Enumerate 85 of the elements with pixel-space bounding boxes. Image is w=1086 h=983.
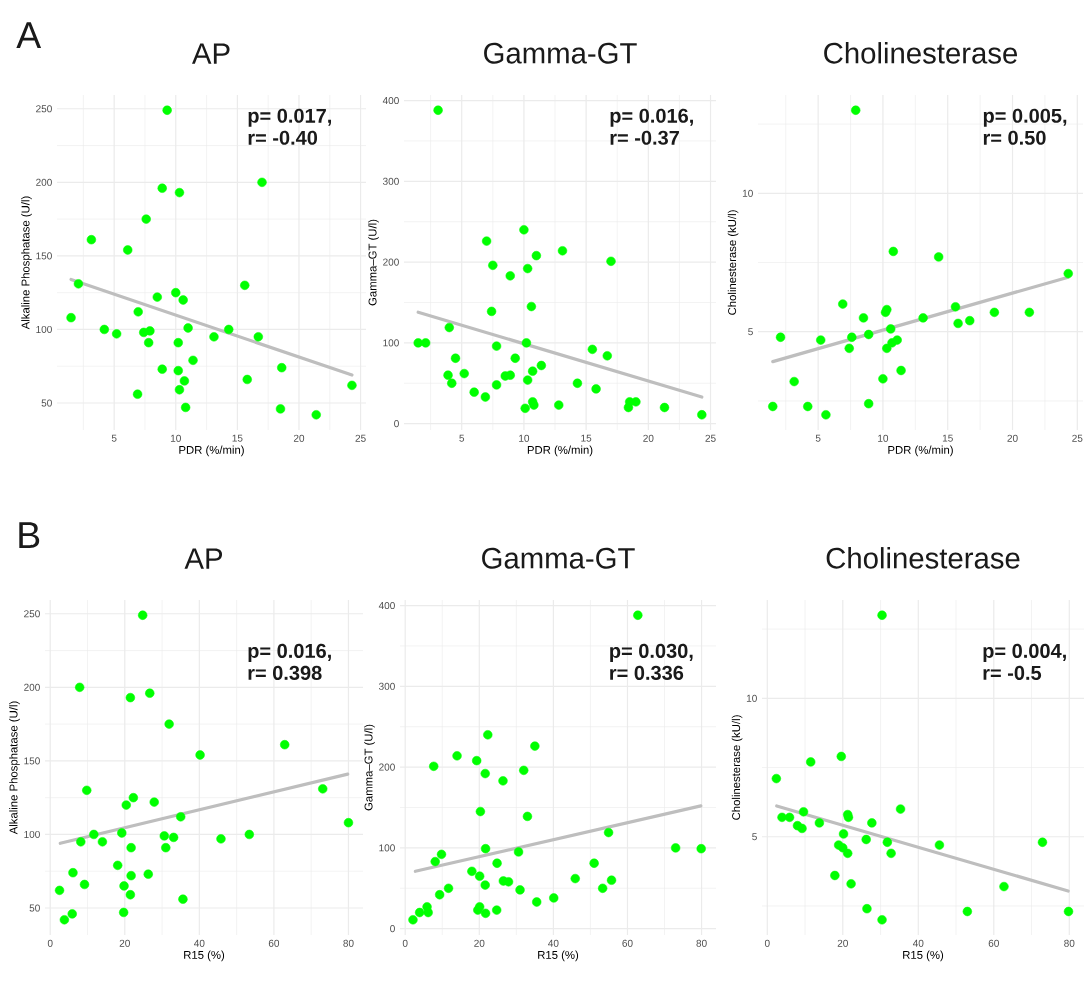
y-tick-label: 100: [379, 844, 395, 852]
y-tick-label: 200: [24, 683, 40, 691]
chart-title: AP: [192, 43, 230, 64]
y-tick-label: 200: [383, 258, 399, 266]
x-axis-title: R15 (%): [184, 950, 225, 962]
x-tick-label: 10: [170, 434, 181, 442]
x-tick-label: 5: [111, 434, 117, 442]
x-tick-label: 20: [119, 939, 130, 947]
annotation: r= -0.37: [610, 130, 679, 145]
x-tick-label: 20: [293, 434, 305, 442]
y-axis-title: Alkaline Phosphatase (U/l): [9, 701, 20, 835]
annotation: r= 0.398: [248, 665, 322, 681]
chart-title: Cholinesterase: [826, 547, 1020, 569]
chart-title: AP: [184, 548, 223, 569]
x-axis-title: PDR (%/min): [179, 445, 244, 457]
y-tick-label: 300: [378, 682, 395, 690]
x-tick-label: 5: [459, 434, 465, 442]
x-tick-label: 15: [232, 434, 243, 442]
x-tick-label: 60: [268, 939, 280, 947]
y-tick-label: 50: [29, 904, 40, 912]
y-tick-label: 400: [378, 602, 395, 610]
x-tick-label: 40: [194, 939, 205, 947]
x-tick-label: 25: [355, 434, 366, 442]
text: B: [19, 522, 40, 548]
x-tick-label: 20: [643, 434, 654, 442]
y-axis-title: Gamma–GT (U/l): [368, 219, 379, 306]
y-axis-title: Cholinesterase (kU/l): [731, 715, 743, 820]
y-tick-label: 5: [752, 833, 757, 841]
x-tick-label: 0: [402, 939, 408, 947]
x-tick-label: 25: [1072, 434, 1083, 442]
x-tick-label: 20: [837, 939, 848, 947]
x-tick-label: 80: [1064, 939, 1075, 947]
x-tick-label: 40: [548, 939, 559, 947]
y-tick-label: 10: [742, 189, 753, 197]
y-tick-label: 200: [36, 178, 52, 186]
y-tick-label: 150: [24, 757, 40, 765]
x-tick-label: 15: [942, 434, 953, 442]
x-tick-label: 20: [1007, 434, 1018, 442]
annotation: r= -0.40: [248, 130, 318, 145]
x-tick-label: 60: [988, 939, 999, 947]
y-axis-title: Cholinesterase (kU/l): [727, 210, 739, 315]
text: A: [16, 22, 42, 48]
annotation: r= 0.336: [610, 665, 684, 681]
y-tick-label: 5: [748, 328, 753, 336]
x-tick-label: 10: [519, 434, 530, 442]
y-tick-label: 100: [383, 339, 399, 347]
y-tick-label: 250: [24, 610, 40, 618]
x-axis-title: PDR (%/min): [527, 445, 593, 457]
y-tick-label: 200: [379, 763, 395, 771]
x-axis-title: PDR (%/min): [888, 445, 953, 457]
y-tick-label: 400: [382, 97, 399, 105]
chart-title: Gamma-GT: [484, 42, 637, 64]
annotation: r= -0.5: [983, 665, 1042, 680]
y-tick-label: 0: [390, 925, 395, 933]
annotation: p= 0.004,: [983, 643, 1066, 662]
y-tick-label: 150: [36, 252, 52, 260]
y-tick-label: 50: [41, 399, 52, 407]
x-axis-title: R15 (%): [538, 950, 579, 962]
y-axis-title: Alkaline Phosphatase (U/l): [21, 196, 32, 330]
x-tick-label: 20: [474, 939, 485, 947]
annotation: p= 0.017,: [248, 108, 332, 127]
annotation: p= 0.030,: [610, 643, 693, 662]
annotation: p= 0.016,: [610, 108, 693, 127]
y-axis-title: Gamma–GT (U/l): [364, 724, 375, 811]
chart-title: Gamma-GT: [482, 547, 635, 569]
x-tick-label: 80: [696, 939, 707, 947]
x-axis-title: R15 (%): [903, 950, 944, 962]
x-tick-label: 40: [912, 939, 924, 947]
y-tick-label: 0: [394, 420, 399, 428]
x-tick-label: 0: [764, 939, 770, 947]
x-tick-label: 80: [343, 939, 354, 947]
chart-title: Cholinesterase: [824, 42, 1017, 64]
x-tick-label: 15: [581, 434, 592, 442]
annotation: r= 0.50: [983, 130, 1046, 145]
x-tick-label: 10: [878, 434, 889, 442]
y-tick-label: 100: [24, 830, 40, 838]
annotation: p= 0.005,: [983, 108, 1067, 127]
y-tick-label: 10: [746, 694, 757, 702]
x-tick-label: 60: [622, 939, 633, 947]
y-tick-label: 100: [36, 325, 52, 333]
annotation: p= 0.016,: [248, 643, 331, 662]
x-tick-label: 5: [815, 434, 821, 442]
x-tick-label: 25: [705, 434, 716, 442]
y-tick-label: 250: [36, 105, 52, 113]
y-tick-label: 300: [382, 177, 399, 185]
